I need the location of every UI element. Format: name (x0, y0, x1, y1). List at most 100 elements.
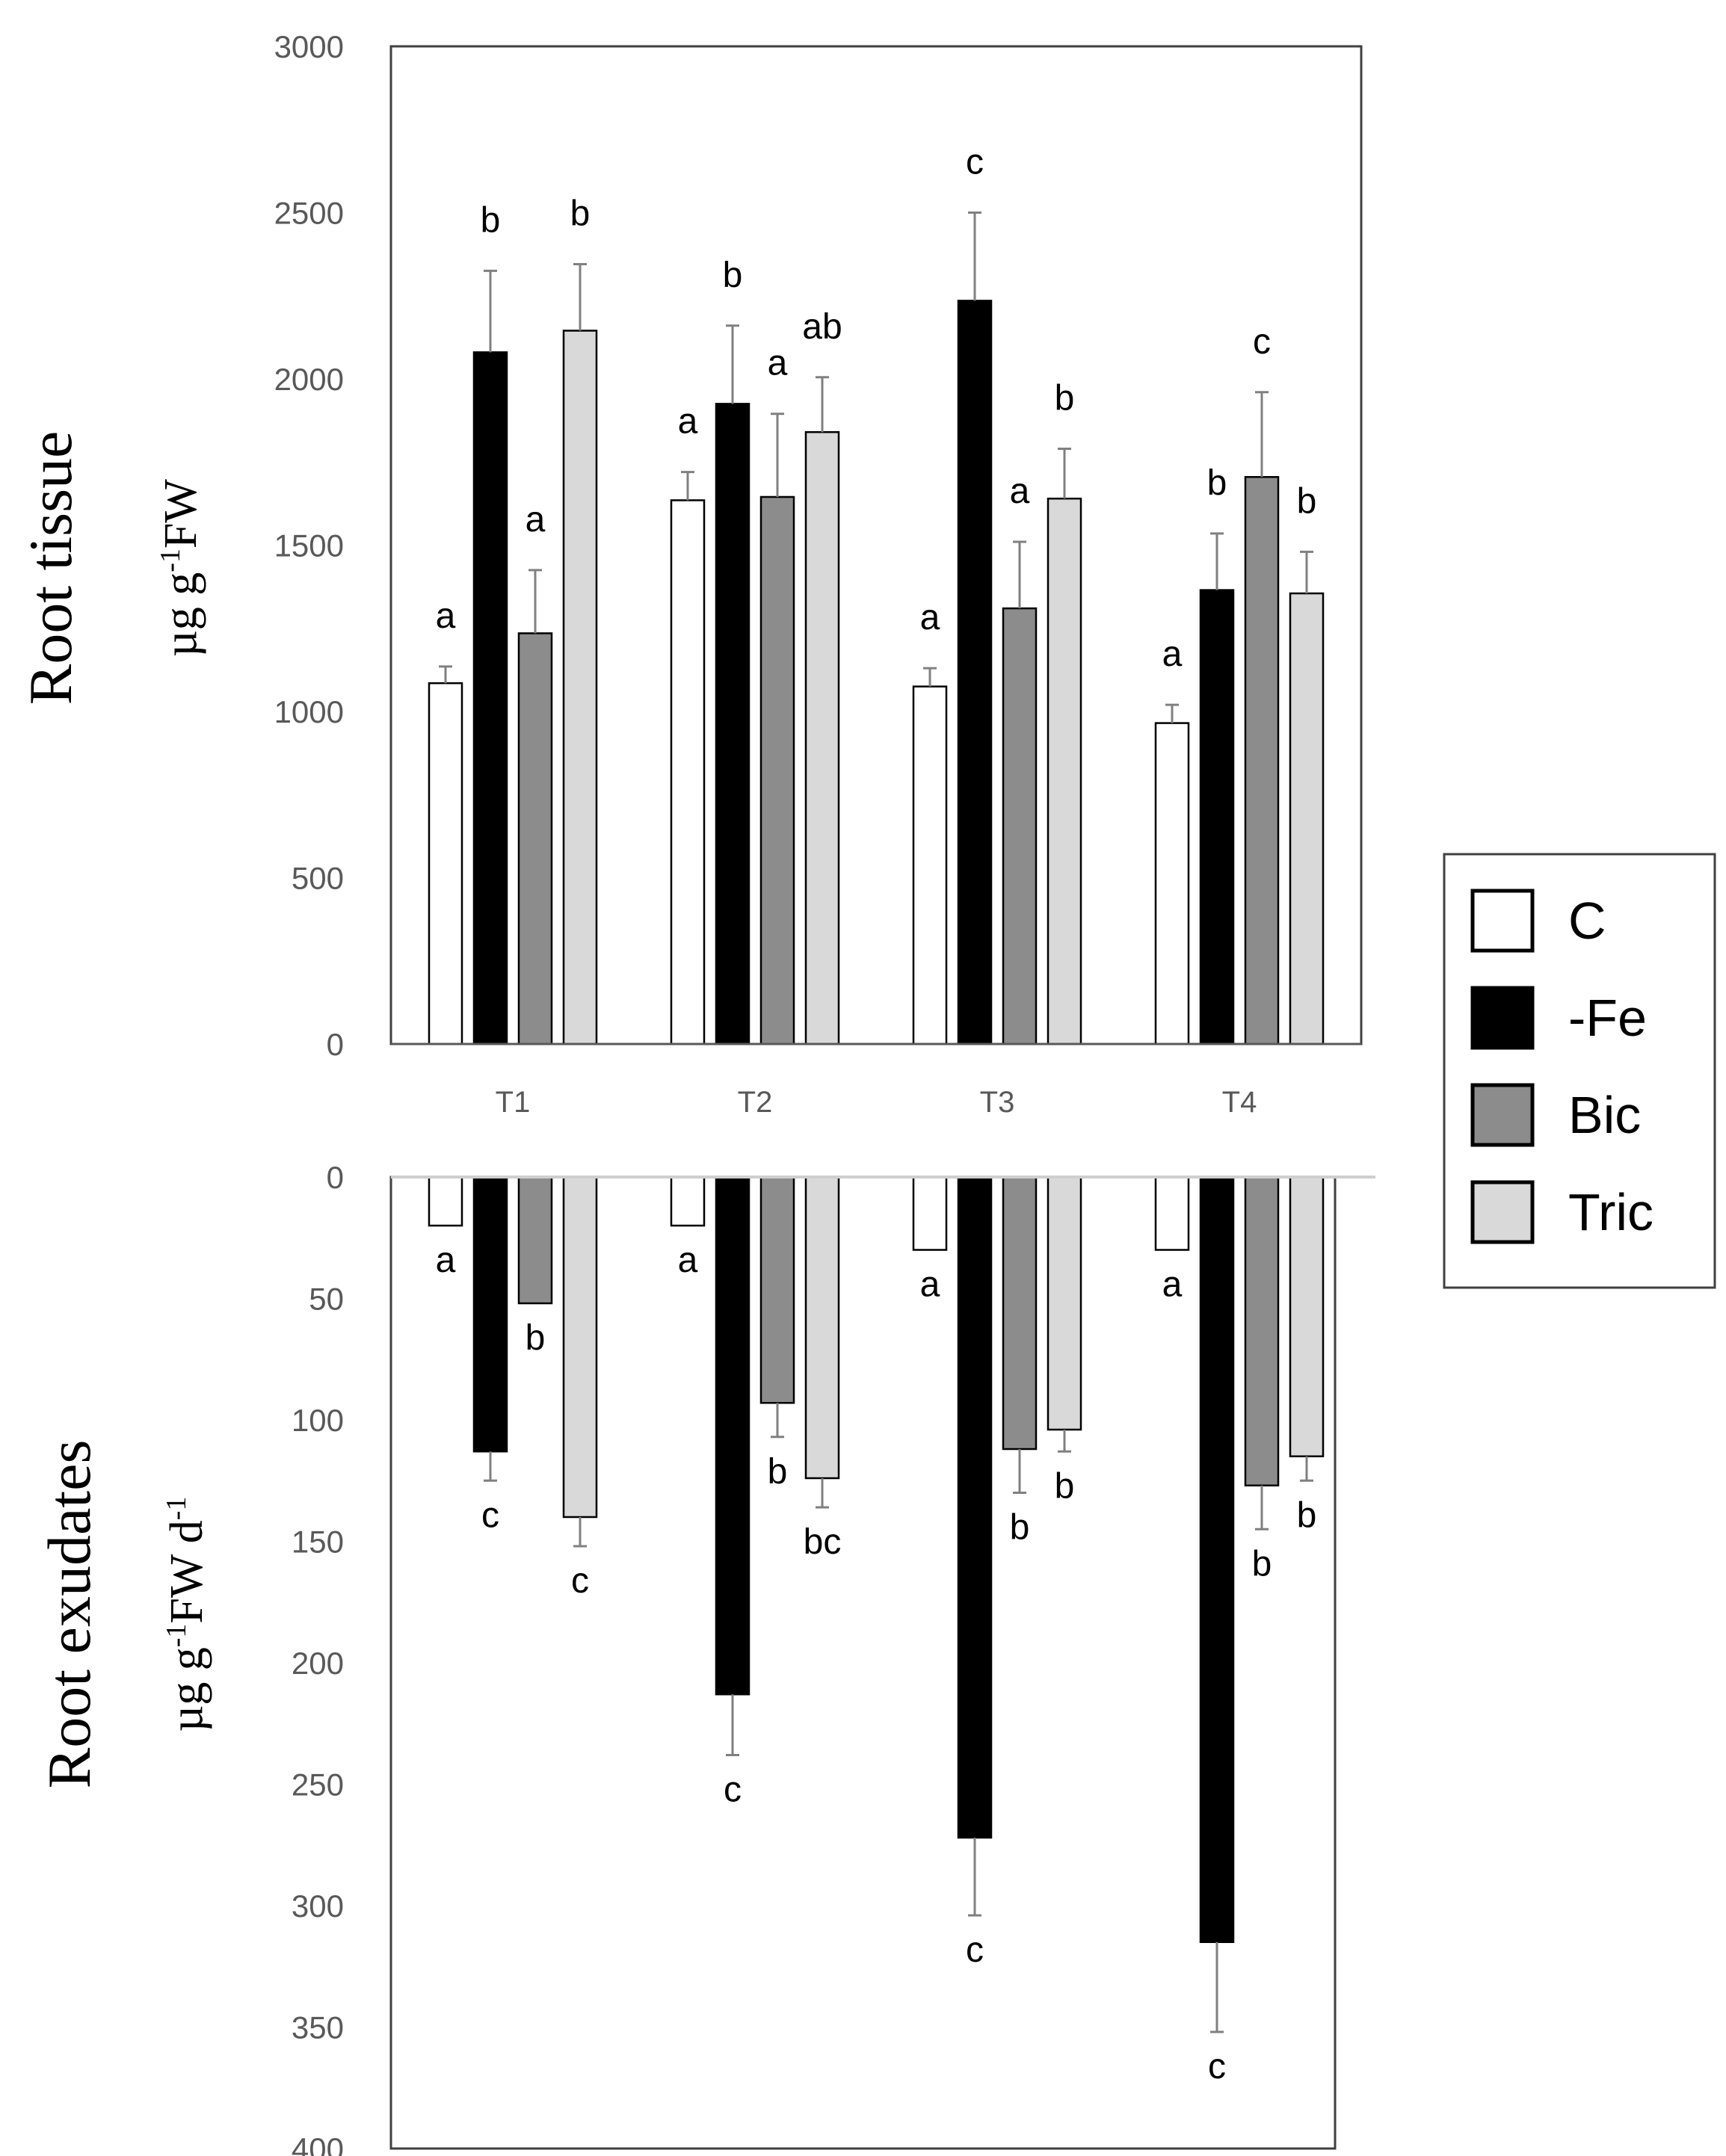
bottom-bar (1199, 1176, 1235, 1943)
top-bar (472, 351, 508, 1045)
top-significance-label: a (768, 344, 788, 383)
top-significance-label: b (1297, 481, 1317, 521)
top-significance-label: a (436, 596, 456, 636)
bottom-significance-label: a (920, 1265, 940, 1305)
bottom-significance-label: b (1297, 1495, 1317, 1535)
legend-label: C (1568, 892, 1606, 950)
top-bar (1047, 497, 1082, 1045)
top-significance-label: a (1010, 472, 1030, 511)
legend-swatch (1470, 1180, 1535, 1244)
top-y-unit: µg g-1​FW (155, 479, 206, 657)
category-label: T4 (1222, 1086, 1257, 1119)
top-bar (957, 300, 993, 1045)
bottom-bar (759, 1176, 795, 1404)
bottom-y-label: Root exudates (35, 1440, 103, 1789)
bottom-bar (1002, 1176, 1038, 1451)
top-y-ticks: 0 500 1000 1500 2000 2500 3000 (274, 29, 344, 1062)
legend-label: Bic (1568, 1086, 1641, 1144)
bottom-y-tick-label: 350 (292, 2010, 344, 2045)
bottom-significance-label: b (525, 1318, 546, 1358)
top-y-label: Root tissue (16, 431, 84, 705)
top-significance-label: b (481, 200, 501, 240)
top-significance-label: b (1055, 378, 1075, 418)
bottom-y-tick-label: 400 (292, 2131, 344, 2156)
top-bar (1002, 607, 1038, 1045)
bottom-significance-label: b (1252, 1544, 1272, 1584)
top-y-tick-label: 1500 (274, 528, 344, 563)
bottom-y-tick-label: 300 (292, 1888, 344, 1924)
bottom-bar (1244, 1176, 1280, 1486)
bottom-bar (517, 1176, 553, 1305)
legend-swatch (1470, 986, 1535, 1050)
top-significance-label: b (570, 194, 591, 233)
top-significance-label: c (966, 143, 984, 182)
top-y-tick-label: 500 (292, 861, 344, 896)
bottom-y-tick-label: 100 (292, 1403, 344, 1438)
top-y-tick-label: 0 (327, 1027, 344, 1062)
top-bar (1154, 722, 1190, 1045)
legend: C -Fe Bic Tric (1443, 853, 1716, 1289)
bottom-significance-label: a (1162, 1265, 1183, 1305)
bottom-y-unit: µg g-1​FW d-1​ (161, 1497, 212, 1732)
top-significance-label: a (920, 598, 940, 637)
top-bar (1289, 592, 1325, 1045)
top-significance-label: c (1253, 322, 1271, 362)
bottom-bar (1154, 1176, 1190, 1251)
top-bar (912, 685, 948, 1045)
bottom-y-tick-label: 0 (327, 1160, 344, 1195)
top-y-tick-label: 2500 (274, 196, 344, 231)
bottom-significance-label: bc (804, 1522, 842, 1562)
top-significance-label: ab (802, 307, 842, 347)
bottom-bar (1289, 1176, 1325, 1457)
bottom-significance-label: c (481, 1495, 499, 1535)
bottom-y-tick-label: 150 (292, 1525, 344, 1560)
bottom-bar (912, 1176, 948, 1251)
bottom-y-tick-label: 50 (309, 1282, 344, 1317)
bottom-significance-label: a (678, 1241, 698, 1280)
top-bar (804, 430, 840, 1045)
bottom-significance-label: b (1055, 1466, 1075, 1506)
top-y-tick-label: 1000 (274, 694, 344, 729)
bottom-bar (715, 1176, 750, 1696)
top-bar (562, 330, 598, 1045)
bottom-bar (472, 1176, 508, 1453)
top-bar (1199, 589, 1235, 1045)
top-significance-label: a (525, 500, 546, 540)
top-bar (428, 682, 463, 1045)
top-bar (759, 495, 795, 1045)
top-y-tick-label: 3000 (274, 29, 344, 64)
bottom-y-tick-label: 200 (292, 1646, 344, 1681)
bottom-bar (1047, 1176, 1082, 1431)
top-significance-label: b (1207, 463, 1227, 503)
top-bar (1244, 476, 1280, 1045)
bottom-significance-label: b (768, 1452, 788, 1492)
category-label: T3 (980, 1086, 1015, 1119)
category-label: T2 (738, 1086, 773, 1119)
bottom-significance-label: c (724, 1770, 742, 1810)
bottom-bar (670, 1176, 706, 1227)
legend-swatch (1470, 1083, 1535, 1147)
legend-label: Tric (1568, 1183, 1653, 1241)
top-bar (517, 632, 553, 1045)
bottom-bar (428, 1176, 463, 1227)
top-y-tick-label: 2000 (274, 362, 344, 397)
bottom-significance-label: b (1010, 1508, 1030, 1548)
bottom-bar (804, 1176, 840, 1480)
legend-swatch (1470, 889, 1535, 953)
bottom-significance-label: c (571, 1561, 589, 1601)
top-significance-label: a (678, 402, 698, 442)
bottom-bar (562, 1176, 598, 1519)
bottom-significance-label: a (436, 1241, 456, 1280)
bottom-y-ticks: 0 50 100 150 200 250 300 350 400 (292, 1160, 344, 2156)
legend-label: -Fe (1568, 989, 1647, 1047)
top-significance-label: b (723, 256, 743, 295)
category-label: T1 (496, 1086, 531, 1119)
bottom-bar (957, 1176, 993, 1839)
bottom-significance-label: c (1208, 2047, 1226, 2086)
top-bar (715, 403, 750, 1045)
